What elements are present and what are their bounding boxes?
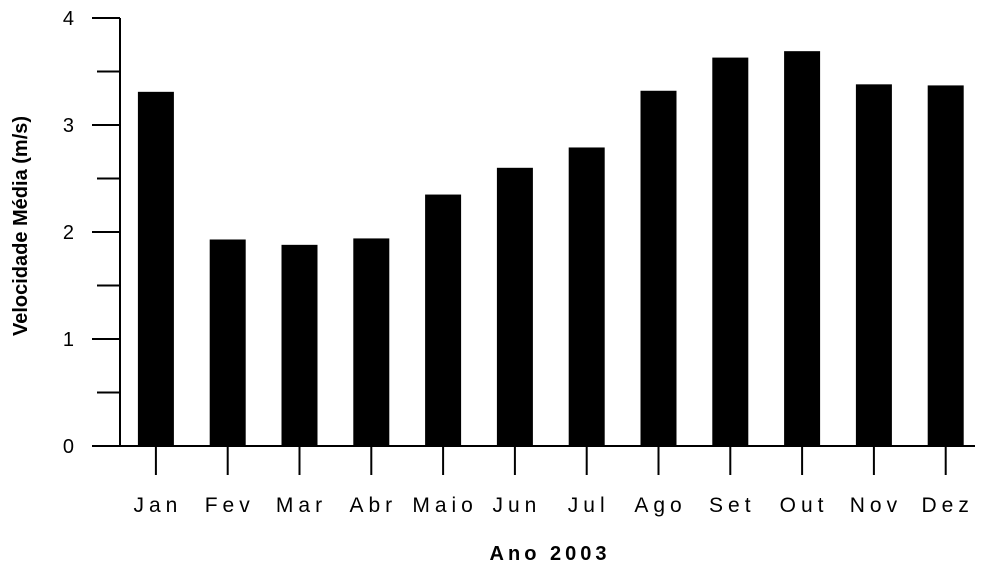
bar-ago [640,90,677,446]
x-axis-title: Ano 2003 [490,543,611,562]
x-tick-label: Nov [850,494,902,517]
x-tick-label: Maio [412,494,478,517]
bar-jul [568,147,605,446]
x-tick-label: Jan [133,494,182,517]
y-tick-label: 2 [63,222,74,244]
bar-set [712,57,749,447]
x-tick-label: Jun [492,494,541,517]
bar-abr [353,238,390,446]
bar-maio [425,194,462,446]
x-tick-label: Fev [205,494,255,517]
y-tick-label: 4 [63,8,74,30]
x-tick-label: Ago [634,494,686,517]
bar-fev [209,239,246,446]
y-tick-label: 1 [63,329,74,351]
x-axis: Jan Fev Mar Abr Maio Jun Jul Ago Set Out Nov Dez [92,445,975,517]
bar-nov [855,84,892,446]
bar-dez [927,85,964,446]
y-tick-label: 0 [63,436,74,458]
x-tick-label: Mar [276,494,327,517]
x-tick-label: Jul [568,494,610,517]
x-tick-label: Dez [922,494,974,517]
bar-jun [496,167,533,447]
bar-out [784,51,821,447]
y-axis-title: Velocidade Média (m/s) [10,116,32,336]
bar-jan [137,91,174,446]
y-axis: 0 1 2 3 4 [63,8,121,458]
x-tick-label: Abr [349,494,397,517]
x-tick-label: Out [780,494,829,517]
bars [137,51,964,447]
x-tick-label: Set [709,494,756,517]
y-tick-label: 3 [63,115,74,137]
bar-mar [281,244,318,446]
